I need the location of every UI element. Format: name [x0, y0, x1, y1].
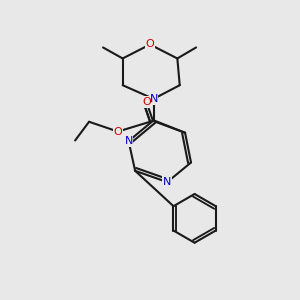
Text: O: O	[146, 40, 154, 50]
Text: N: N	[124, 136, 133, 146]
Text: N: N	[149, 94, 158, 104]
Text: O: O	[113, 127, 122, 136]
Text: N: N	[163, 177, 171, 187]
Text: O: O	[142, 97, 151, 107]
